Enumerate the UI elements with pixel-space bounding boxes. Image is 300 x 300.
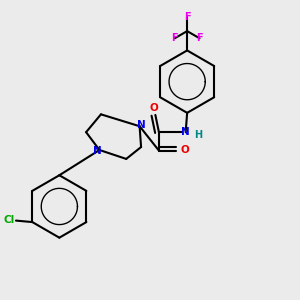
Text: N: N (137, 120, 146, 130)
Text: F: F (196, 33, 203, 43)
Text: F: F (172, 33, 178, 43)
Text: Cl: Cl (4, 215, 15, 225)
Text: H: H (194, 130, 202, 140)
Text: O: O (149, 103, 158, 113)
Text: N: N (181, 127, 190, 137)
Text: F: F (184, 12, 190, 22)
Text: O: O (180, 145, 189, 155)
Text: N: N (93, 146, 102, 156)
